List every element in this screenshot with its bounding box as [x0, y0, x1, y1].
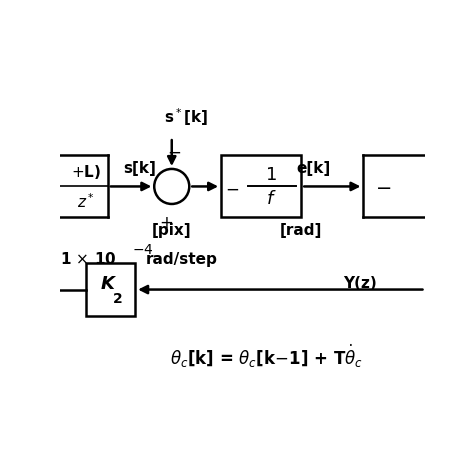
Text: $-$: $-$ [166, 143, 181, 161]
Text: 2: 2 [113, 292, 123, 306]
Text: $-$: $-$ [225, 179, 239, 197]
Text: $-4$: $-4$ [132, 243, 153, 257]
Text: Y(z): Y(z) [343, 276, 377, 291]
Text: $z^*$: $z^*$ [77, 192, 95, 210]
Text: $-$: $-$ [375, 177, 392, 196]
Text: rad/step: rad/step [146, 252, 218, 267]
Text: [pix]: [pix] [152, 223, 191, 238]
Text: $\theta_c$[k] = $\theta_c$[k$-$1] + T$\dot{\theta}_c$: $\theta_c$[k] = $\theta_c$[k$-$1] + T$\d… [170, 343, 363, 370]
Text: $+$L): $+$L) [71, 163, 101, 181]
Bar [221, 155, 301, 218]
Text: s$^*$[k]: s$^*$[k] [164, 106, 208, 128]
Text: $+$: $+$ [159, 214, 173, 232]
Text: 1 $\times$ 10: 1 $\times$ 10 [61, 251, 117, 267]
Text: s[k]: s[k] [124, 161, 156, 176]
Text: $1$: $1$ [265, 166, 277, 184]
Text: K: K [100, 275, 115, 293]
Text: [rad]: [rad] [280, 223, 322, 238]
Text: e[k]: e[k] [296, 161, 330, 176]
Bar [86, 263, 135, 316]
Text: $f$: $f$ [265, 190, 276, 208]
